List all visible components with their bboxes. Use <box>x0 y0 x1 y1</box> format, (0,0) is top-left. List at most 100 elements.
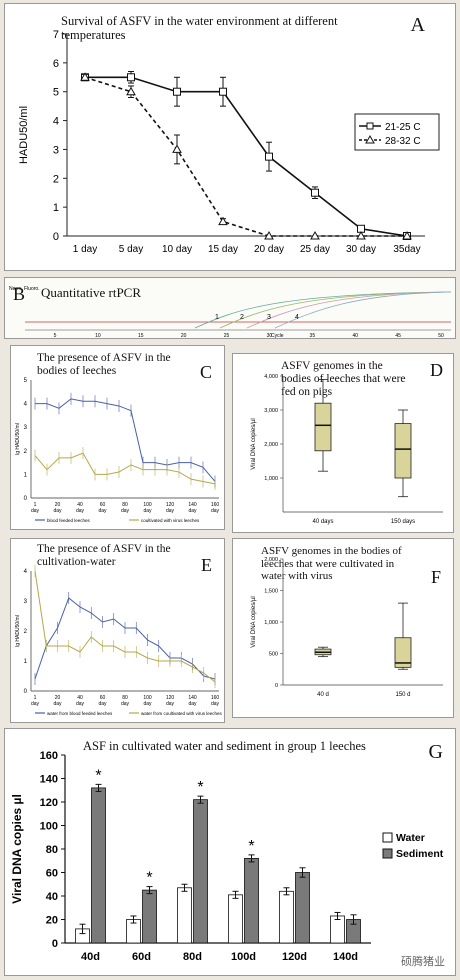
x-tick-label: 45 <box>395 333 401 339</box>
x-tick-label: 30 day <box>346 244 376 255</box>
data-point <box>80 72 90 81</box>
x-tick-label: day <box>143 701 152 707</box>
x-tick-label: day <box>211 508 220 514</box>
panel-b: B Quantitative rtPCR 5 10 15 20 25 30 35 40 45 50… <box>4 277 456 339</box>
y-tick-label: 3,000 <box>264 408 278 414</box>
y-axis-label: Viral DNA copies/µl <box>251 596 257 647</box>
chart-g: 0 20 40 60 80 100 120 140 160 Viral DNA copies µl… <box>10 750 444 963</box>
watermark: 硕腾猪业 <box>401 956 445 968</box>
x-axis-label: Cycle <box>271 333 284 339</box>
amplification-curve <box>219 291 452 329</box>
data-point <box>310 230 320 240</box>
panel-c-title: The presence of ASFV in the bodies of le… <box>37 352 171 378</box>
y-tick-label: 2 <box>24 629 28 635</box>
box <box>394 637 412 668</box>
x-tick-label: 140d <box>333 951 358 963</box>
bar-sediment <box>142 889 157 944</box>
y-tick-label: 120 <box>40 797 58 809</box>
data-point <box>264 230 274 240</box>
y-tick-label: 60 <box>46 868 58 880</box>
y-tick-label: 0 <box>24 496 28 502</box>
x-tick-label: day <box>188 701 197 707</box>
x-tick-label: 20 <box>55 502 61 508</box>
panel-g-letter: G <box>428 741 443 763</box>
bar-sediment <box>295 872 310 944</box>
box <box>394 423 412 479</box>
chart-e: 012341day20day40day60day80day100day120da… <box>15 565 223 716</box>
x-tick-label: 60d <box>132 951 151 963</box>
x-tick-label: day <box>188 508 197 514</box>
data-point <box>173 87 181 96</box>
legend-label: blood feeded leeches <box>47 518 91 523</box>
panel-c-letter: C <box>199 362 212 382</box>
y-tick-label: 1,500 <box>264 589 278 595</box>
series-line <box>34 597 216 680</box>
y-tick-label: 6 <box>53 58 59 70</box>
series-line <box>85 76 408 237</box>
legend-label: Sediment <box>396 848 444 860</box>
significance-marker: * <box>95 767 101 784</box>
x-tick-label: day <box>53 701 62 707</box>
bar-water <box>279 890 294 944</box>
data-point <box>219 87 227 96</box>
panel-f-title: ASFV genomes in the bodies of leeches th… <box>261 545 402 583</box>
significance-marker: * <box>146 870 152 887</box>
x-tick-label: 1 <box>34 502 37 508</box>
y-tick-label: 1,000 <box>264 620 278 626</box>
x-tick-label: 100 <box>143 695 152 701</box>
bar-sediment <box>91 787 106 944</box>
legend-label: 28-32 C <box>385 136 421 147</box>
data-point <box>127 73 135 82</box>
y-axis-label: lg HADU50/ml <box>15 423 21 455</box>
legend-swatch <box>382 832 393 843</box>
legend-label: coultivated with virus leeches <box>141 518 200 523</box>
chart-c: 0123451day20day40day60day80day100day120d… <box>15 378 220 523</box>
x-tick-label: 40 <box>77 502 83 508</box>
legend-label: 21-25 C <box>385 122 421 133</box>
x-tick-label: 5 day <box>119 244 143 255</box>
y-tick-label: 20 <box>46 915 58 927</box>
panel-b-title: Quantitative rtPCR <box>41 285 142 300</box>
y-tick-label: 1 <box>24 659 28 665</box>
y-tick-label: 5 <box>53 87 59 99</box>
x-tick-label: 25 <box>224 333 230 339</box>
x-tick-label: day <box>31 701 40 707</box>
x-tick-label: 150 days <box>391 519 415 525</box>
amplification-curve <box>274 291 452 329</box>
chart-f: 0 500 1,000 1,500 2,000 Viral DNA copies/µl 40… <box>251 557 443 698</box>
y-tick-label: 1,000 <box>264 476 278 482</box>
x-tick-label: day <box>76 701 85 707</box>
y-tick-label: 3 <box>24 425 28 431</box>
x-tick-label: 35day <box>393 244 420 255</box>
x-tick-label: day <box>166 701 175 707</box>
curve-label: 2 <box>240 314 244 321</box>
y-tick-label: 3 <box>24 599 28 605</box>
series-line <box>35 398 216 482</box>
x-tick-label: 40 d <box>317 692 329 698</box>
curve-label: 4 <box>295 314 299 321</box>
x-tick-label: 80d <box>183 951 202 963</box>
data-point <box>218 216 228 226</box>
y-tick-label: 4 <box>24 402 28 408</box>
legend-label: water from blood feeded leeches <box>47 711 113 716</box>
y-tick-label: 0 <box>275 683 278 689</box>
curve-label: 3 <box>267 314 271 321</box>
panel-a-letter: A <box>410 14 425 36</box>
panel-a-title: Survival of ASFV in the water environmen… <box>61 14 338 43</box>
x-tick-label: 20 <box>55 695 61 701</box>
significance-marker: * <box>197 779 203 796</box>
x-tick-label: 60 <box>100 695 106 701</box>
x-tick-label: day <box>211 701 220 707</box>
significance-marker: * <box>248 838 254 855</box>
x-tick-label: day <box>98 508 107 514</box>
box <box>314 402 332 452</box>
y-tick-label: 5 <box>24 378 28 384</box>
y-tick-label: 100 <box>40 821 58 833</box>
x-tick-label: 20 day <box>254 244 284 255</box>
x-tick-label: 15 day <box>208 244 238 255</box>
y-tick-label: 4 <box>24 569 28 575</box>
y-tick-label: 500 <box>269 652 278 658</box>
y-tick-label: 160 <box>40 750 58 762</box>
data-point <box>126 86 136 96</box>
y-tick-label: 0 <box>24 689 28 695</box>
